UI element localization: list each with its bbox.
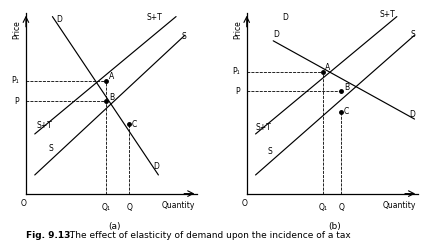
Text: P₁: P₁ <box>232 67 240 76</box>
Text: S: S <box>411 30 416 39</box>
Text: S+T: S+T <box>37 121 52 130</box>
Text: Fig. 9.13.: Fig. 9.13. <box>26 231 74 240</box>
Text: Q: Q <box>338 203 344 212</box>
Text: D: D <box>273 30 279 39</box>
Text: D: D <box>409 110 415 119</box>
Text: S+T: S+T <box>379 10 395 19</box>
Text: Quantity: Quantity <box>383 201 416 210</box>
Text: S: S <box>49 144 54 153</box>
Text: B: B <box>344 83 349 92</box>
Text: Q: Q <box>126 203 132 212</box>
Text: Q₁: Q₁ <box>318 203 327 212</box>
Text: Q₁: Q₁ <box>102 203 111 212</box>
Text: Price: Price <box>13 20 22 39</box>
Text: S+T: S+T <box>146 13 162 22</box>
Text: D: D <box>282 13 288 22</box>
Text: D: D <box>153 162 159 171</box>
Text: P: P <box>235 87 240 96</box>
Text: C: C <box>344 107 349 116</box>
Text: Quantity: Quantity <box>162 201 196 210</box>
Text: C: C <box>132 120 137 129</box>
Text: S: S <box>181 32 186 41</box>
Text: P₁: P₁ <box>11 76 19 85</box>
Text: P: P <box>14 97 19 106</box>
Text: A: A <box>325 63 330 72</box>
Text: (b): (b) <box>329 222 341 231</box>
Text: O: O <box>241 199 247 208</box>
Text: Price: Price <box>233 20 242 39</box>
Text: S+T: S+T <box>256 123 271 132</box>
Text: S: S <box>268 147 273 157</box>
Text: A: A <box>109 72 114 81</box>
Text: (a): (a) <box>108 222 121 231</box>
Text: O: O <box>20 199 26 208</box>
Text: The effect of elasticity of demand upon the incidence of a tax: The effect of elasticity of demand upon … <box>67 231 351 240</box>
Text: B: B <box>109 93 114 102</box>
Text: D: D <box>56 15 62 24</box>
